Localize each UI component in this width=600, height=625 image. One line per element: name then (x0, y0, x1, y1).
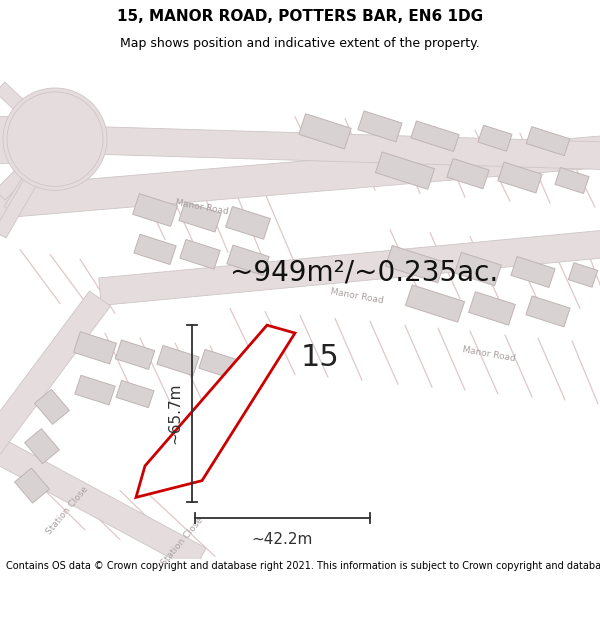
Polygon shape (179, 202, 221, 232)
Text: Map shows position and indicative extent of the property.: Map shows position and indicative extent… (120, 37, 480, 49)
Text: ~65.7m: ~65.7m (167, 383, 182, 444)
Polygon shape (498, 162, 542, 193)
Polygon shape (199, 349, 241, 379)
Polygon shape (98, 229, 600, 306)
Text: ~42.2m: ~42.2m (252, 532, 313, 547)
Polygon shape (75, 375, 115, 405)
Polygon shape (0, 136, 61, 238)
Circle shape (7, 92, 103, 186)
Text: Station Close: Station Close (45, 484, 91, 536)
Polygon shape (511, 257, 555, 288)
Polygon shape (0, 82, 60, 144)
Polygon shape (55, 126, 600, 169)
Polygon shape (35, 389, 70, 424)
Polygon shape (469, 292, 515, 325)
Polygon shape (406, 285, 464, 322)
Polygon shape (134, 234, 176, 264)
Polygon shape (115, 340, 155, 369)
Polygon shape (555, 168, 589, 194)
Polygon shape (116, 381, 154, 408)
Polygon shape (25, 429, 59, 464)
Polygon shape (411, 121, 459, 151)
Polygon shape (74, 332, 116, 364)
Polygon shape (157, 346, 199, 376)
Polygon shape (4, 136, 61, 214)
Polygon shape (180, 239, 220, 269)
Text: ~949m²/~0.235ac.: ~949m²/~0.235ac. (230, 258, 498, 286)
Polygon shape (0, 135, 600, 219)
Polygon shape (0, 435, 206, 571)
Polygon shape (0, 134, 60, 200)
Text: 15: 15 (301, 343, 340, 372)
Text: Manor Road: Manor Road (175, 198, 229, 216)
Polygon shape (358, 111, 402, 142)
Text: Manor Road: Manor Road (330, 288, 385, 306)
Polygon shape (14, 468, 49, 503)
Polygon shape (0, 291, 110, 454)
Text: Station Close: Station Close (160, 516, 205, 568)
Polygon shape (455, 253, 502, 286)
Polygon shape (20, 102, 60, 144)
Circle shape (3, 88, 107, 191)
Polygon shape (136, 325, 295, 498)
Polygon shape (376, 152, 434, 189)
Polygon shape (226, 206, 271, 239)
Polygon shape (447, 159, 489, 189)
Polygon shape (526, 296, 570, 327)
Text: 15, MANOR ROAD, POTTERS BAR, EN6 1DG: 15, MANOR ROAD, POTTERS BAR, EN6 1DG (117, 9, 483, 24)
Polygon shape (526, 127, 570, 156)
Polygon shape (8, 132, 58, 162)
Polygon shape (385, 246, 445, 282)
Polygon shape (227, 245, 269, 276)
Polygon shape (133, 194, 178, 226)
Text: Manor Road: Manor Road (462, 346, 517, 364)
Polygon shape (299, 114, 351, 149)
Polygon shape (478, 125, 512, 151)
Polygon shape (0, 116, 55, 162)
Polygon shape (568, 262, 598, 288)
Text: Contains OS data © Crown copyright and database right 2021. This information is : Contains OS data © Crown copyright and d… (6, 561, 600, 571)
